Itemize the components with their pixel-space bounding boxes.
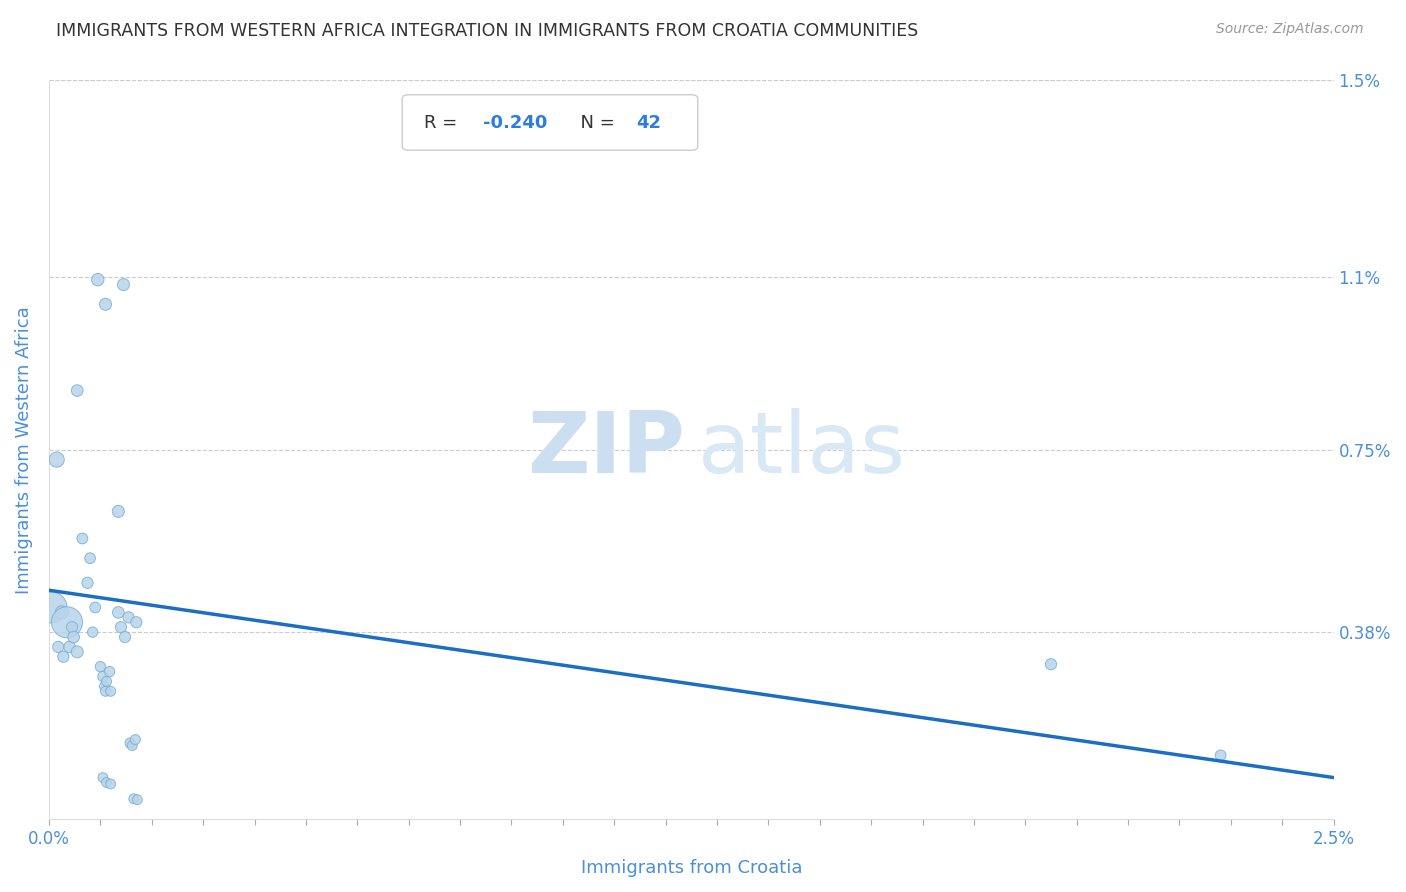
Point <box>66 384 89 398</box>
Point <box>100 684 122 698</box>
Point <box>96 775 118 789</box>
Point <box>51 606 73 620</box>
Point <box>114 630 136 644</box>
Point <box>76 575 98 590</box>
Point <box>100 777 122 791</box>
Point <box>112 277 135 292</box>
Text: R =: R = <box>425 113 463 131</box>
Point <box>41 600 63 615</box>
Point <box>127 793 149 807</box>
Text: 42: 42 <box>636 113 661 131</box>
Text: atlas: atlas <box>697 409 905 491</box>
Point <box>72 532 94 546</box>
Point <box>1209 748 1232 763</box>
Y-axis label: Immigrants from Western Africa: Immigrants from Western Africa <box>15 306 32 593</box>
Point <box>82 625 104 640</box>
Text: IMMIGRANTS FROM WESTERN AFRICA INTEGRATION IN IMMIGRANTS FROM CROATIA COMMUNITIE: IMMIGRANTS FROM WESTERN AFRICA INTEGRATI… <box>56 22 918 40</box>
Point <box>89 659 111 673</box>
Text: Source: ZipAtlas.com: Source: ZipAtlas.com <box>1216 22 1364 37</box>
Point <box>84 600 107 615</box>
Point <box>87 273 110 287</box>
Text: ZIP: ZIP <box>527 409 685 491</box>
Point <box>58 640 80 654</box>
Text: -0.240: -0.240 <box>484 113 547 131</box>
Point <box>122 791 145 805</box>
Point <box>121 739 143 753</box>
FancyBboxPatch shape <box>402 95 697 150</box>
Point <box>110 620 132 634</box>
Point <box>79 551 101 566</box>
Point <box>98 665 121 679</box>
Point <box>120 736 142 750</box>
Point <box>94 297 117 311</box>
Point <box>45 452 67 467</box>
Point <box>91 771 114 785</box>
Point <box>96 674 118 689</box>
Point <box>93 679 115 693</box>
Point <box>56 615 79 630</box>
Point <box>60 620 83 634</box>
Point <box>94 684 117 698</box>
Point <box>52 649 75 664</box>
X-axis label: Immigrants from Croatia: Immigrants from Croatia <box>581 859 801 877</box>
Point <box>107 504 129 518</box>
Point <box>91 669 114 683</box>
Point <box>66 645 89 659</box>
Point <box>125 615 148 630</box>
Text: N =: N = <box>569 113 621 131</box>
Point <box>1040 657 1063 672</box>
Point <box>117 610 139 624</box>
Point <box>62 630 84 644</box>
Point <box>107 606 129 620</box>
Point <box>46 640 69 654</box>
Point <box>124 732 146 747</box>
